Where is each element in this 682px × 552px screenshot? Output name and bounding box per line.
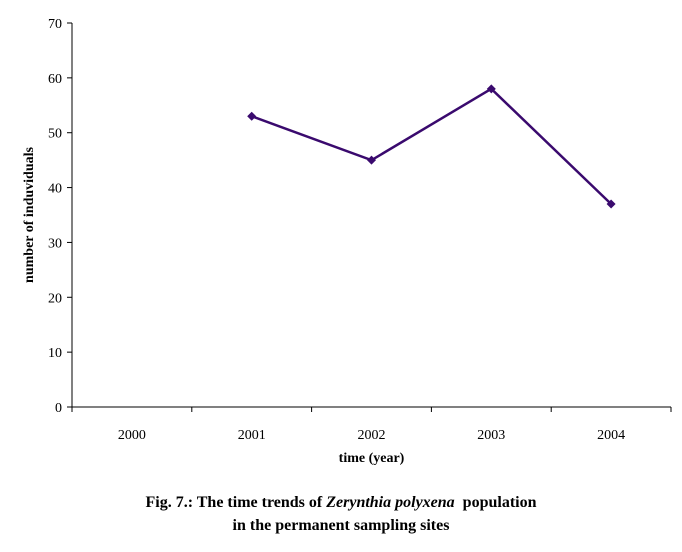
figure-caption-line-2: in the permanent sampling sites <box>232 517 450 534</box>
x-tick-label: 2003 <box>477 428 505 443</box>
y-tick-label: 30 <box>48 236 62 251</box>
figure-caption-line-1: Fig. 7.: The time trends of Zerynthia po… <box>0 494 682 512</box>
y-tick-label: 70 <box>48 17 62 32</box>
y-tick-label: 50 <box>48 127 62 142</box>
caption-prefix: Fig. 7.: The time trends of <box>145 494 327 511</box>
y-tick-label: 60 <box>48 72 62 87</box>
chart-axes <box>71 23 671 408</box>
series-line <box>251 87 612 205</box>
y-tick-label: 40 <box>48 182 62 197</box>
data-point-marker <box>486 84 496 94</box>
y-tick-label: 10 <box>48 346 62 361</box>
chart-ticks: 0 10 20 30 40 50 60 70 2000 2001 2002 2003 2004 <box>48 17 672 443</box>
x-axis-label: time (year) <box>339 451 405 466</box>
y-tick-label: 20 <box>48 291 62 306</box>
data-point-marker <box>606 199 616 209</box>
y-tick-label: 0 <box>55 401 62 416</box>
x-tick-label: 2000 <box>118 428 146 443</box>
x-tick-label: 2001 <box>238 428 266 443</box>
x-tick-label: 2002 <box>358 428 386 443</box>
caption-suffix: population <box>454 494 537 511</box>
data-point-marker <box>367 155 376 165</box>
line-chart: 0 10 20 30 40 50 60 70 2000 2001 2002 2003 2004 numb… <box>22 17 672 466</box>
y-axis-label: number of induviduals <box>22 146 37 282</box>
chart-series-layer <box>247 84 616 209</box>
caption-species: Zerynthia polyxena <box>326 494 455 511</box>
x-tick-label: 2004 <box>597 428 625 443</box>
data-point-marker <box>247 111 257 121</box>
